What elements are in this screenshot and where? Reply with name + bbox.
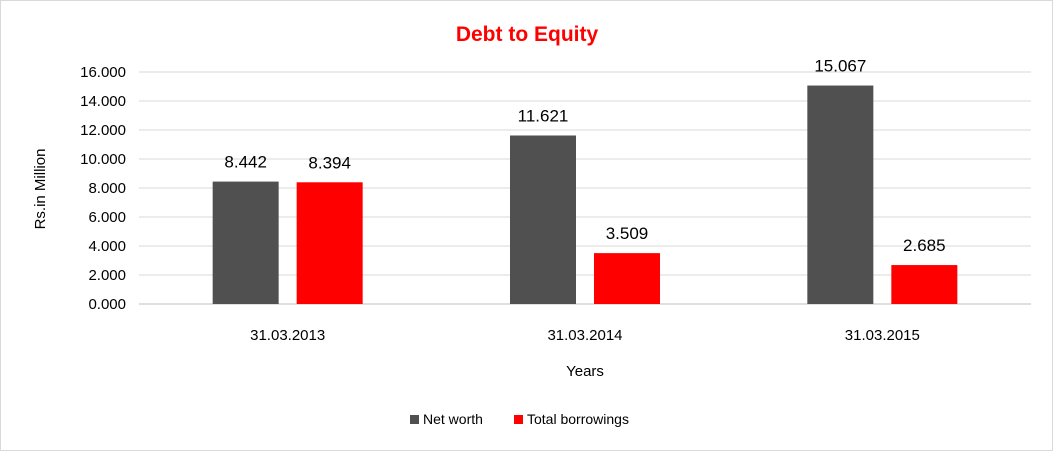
legend-label: Total borrowings [527,411,629,427]
y-tick-label: 4.000 [88,238,126,255]
data-label: 8.394 [308,153,351,172]
data-label: 11.621 [518,106,569,125]
y-tick-label: 6.000 [88,209,126,226]
bar-total-borrowings [296,182,363,304]
y-tick-label: 8.000 [88,180,126,197]
data-label: 15.067 [814,57,866,76]
y-tick-label: 0.000 [88,296,126,313]
x-axis-ticks: 31.03.2013 31.03.2014 31.03.2015 [250,327,920,344]
bar-total-borrowings [594,253,660,304]
x-tick-label: 31.03.2014 [547,327,622,344]
legend-label: Net worth [423,411,483,427]
data-label: 2.685 [903,236,946,255]
y-tick-label: 16.000 [80,64,126,81]
x-tick-label: 31.03.2015 [845,327,920,344]
data-label: 3.509 [606,224,649,243]
data-label: 8.442 [224,153,267,172]
y-tick-label: 12.000 [80,122,126,139]
x-tick-label: 31.03.2013 [250,327,325,344]
bar-net-worth [807,85,874,304]
bar-total-borrowings [891,265,958,304]
legend: Net worth Total borrowings [410,411,629,427]
data-labels: 8.442 8.394 11.621 3.509 15.067 2.685 [224,57,945,256]
bar-net-worth [510,135,576,304]
bar-net-worth [212,181,279,304]
y-tick-label: 10.000 [80,151,126,168]
y-tick-label: 2.000 [88,267,126,284]
legend-swatch [514,415,523,424]
y-tick-label: 14.000 [80,93,126,110]
y-axis-label: Rs.in Million [32,149,49,230]
chart-title: Debt to Equity [456,23,599,46]
x-axis-label: Years [566,363,604,380]
gridlines [139,71,1031,305]
bars [212,85,958,304]
y-axis-ticks: 0.000 2.000 4.000 6.000 8.000 10.000 12.000 14.… [80,64,126,313]
legend-swatch [410,415,419,424]
